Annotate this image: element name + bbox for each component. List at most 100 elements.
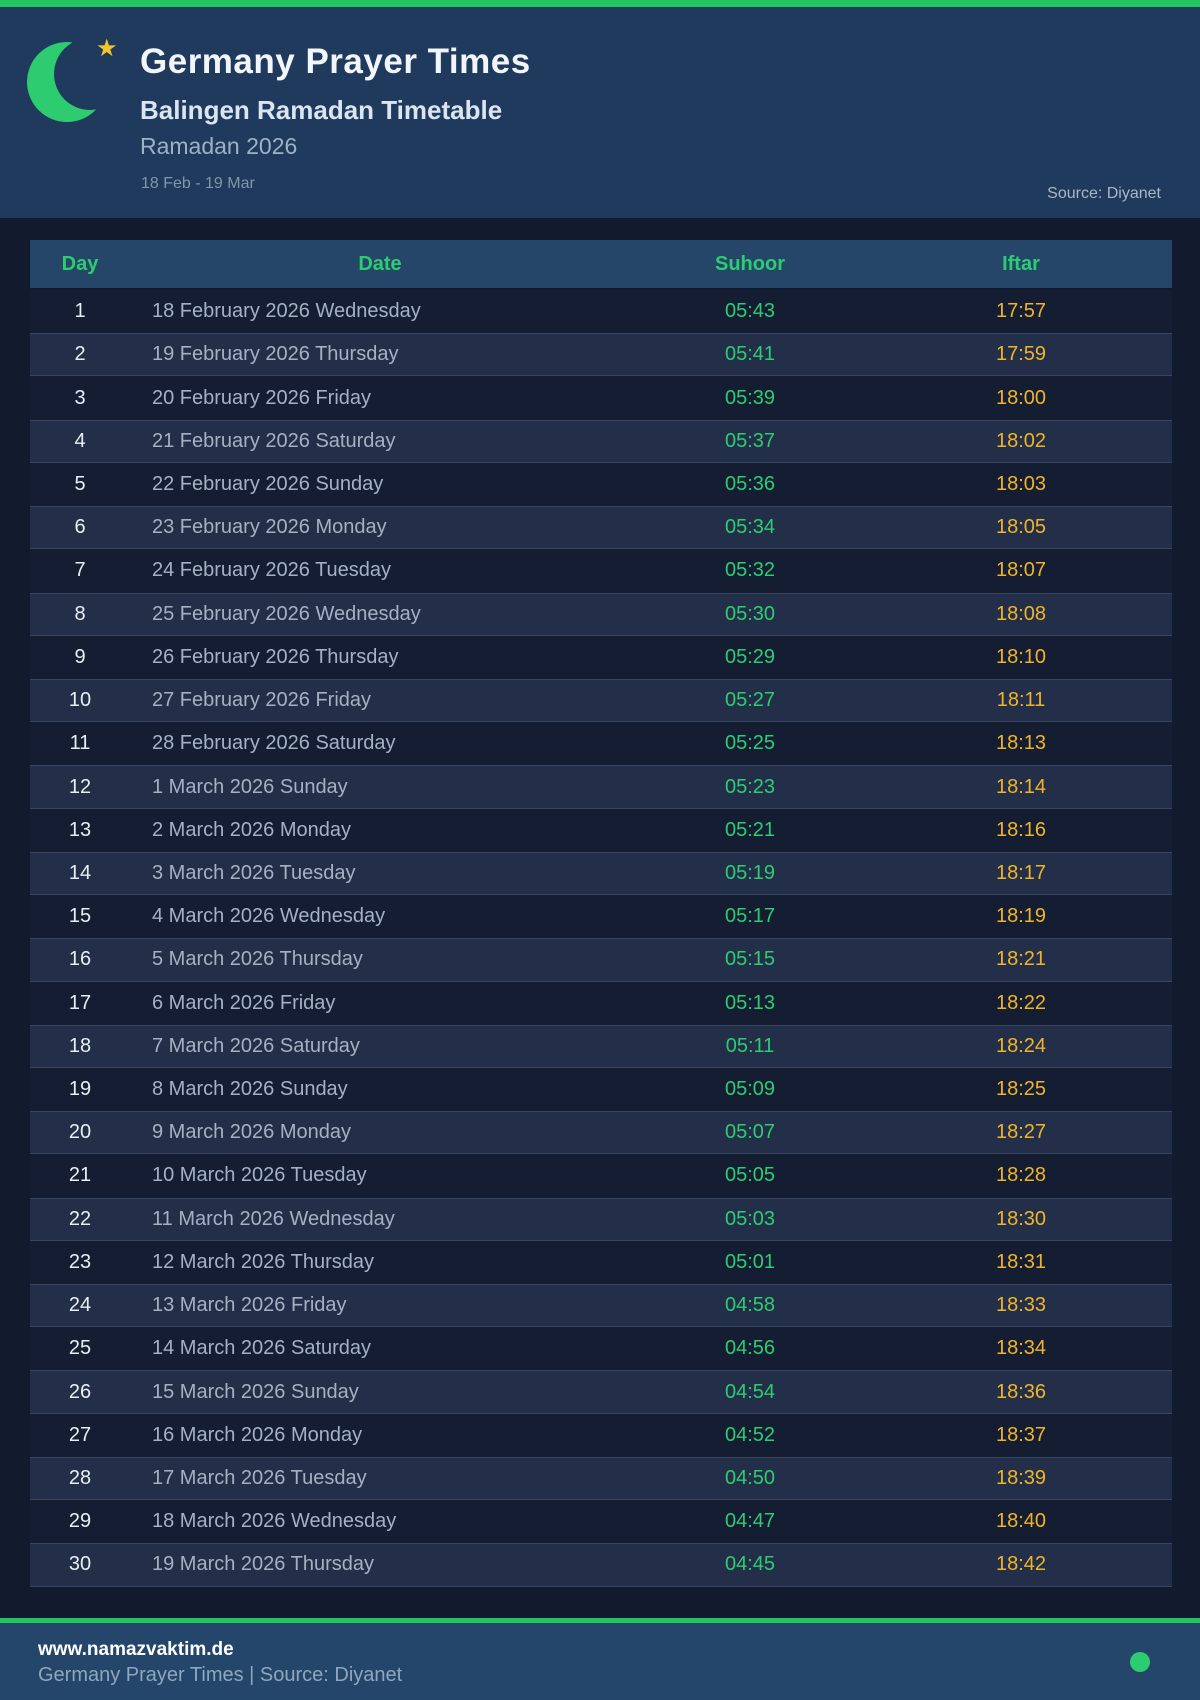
table-row: 28 17 March 2026 Tuesday 04:50 18:39 [30,1456,1172,1501]
cell-iftar: 18:08 [995,602,1047,625]
cell-suhoor: 05:01 [724,1250,776,1273]
footer-tagline: Germany Prayer Times | Source: Diyanet [38,1664,403,1686]
cell-iftar: 18:05 [995,516,1047,539]
cell-day: 4 [74,429,86,452]
cell-suhoor: 05:37 [724,429,776,452]
cell-iftar: 18:16 [995,818,1047,841]
cell-day: 6 [74,516,86,539]
cell-date: 23 February 2026 Monday [152,516,387,539]
cell-iftar: 18:11 [996,689,1046,712]
cell-suhoor: 05:36 [724,472,776,495]
cell-iftar: 18:14 [995,775,1047,798]
table-row: 7 24 February 2026 Tuesday 05:32 18:07 [30,549,1172,593]
table-row: 2 19 February 2026 Thursday 05:41 17:59 [30,333,1172,377]
cell-suhoor: 05:09 [724,1078,776,1101]
table-body: 1 18 February 2026 Wednesday 05:43 17:57… [30,290,1172,1587]
cell-day: 11 [69,732,91,755]
cell-day: 25 [68,1337,92,1360]
cell-date: 6 March 2026 Friday [152,991,336,1014]
cell-suhoor: 05:17 [724,905,776,928]
table-row: 10 27 February 2026 Friday 05:27 18:11 [30,678,1172,723]
cell-day: 9 [74,645,86,668]
header: ★ Germany Prayer Times Balingen Ramadan … [0,7,1200,218]
table-row: 21 10 March 2026 Tuesday 05:05 18:28 [30,1154,1172,1198]
cell-iftar: 18:39 [995,1467,1047,1490]
table-row: 16 5 March 2026 Thursday 05:15 18:21 [30,938,1172,982]
table-row: 25 14 March 2026 Saturday 04:56 18:34 [30,1327,1172,1371]
cell-suhoor: 04:52 [724,1423,776,1446]
table-row: 22 11 March 2026 Wednesday 05:03 18:30 [30,1197,1172,1241]
cell-date: 11 March 2026 Wednesday [152,1207,395,1230]
cell-suhoor: 05:34 [724,516,776,539]
cell-date: 8 March 2026 Sunday [152,1078,348,1101]
cell-suhoor: 04:54 [724,1380,776,1403]
table-row: 17 6 March 2026 Friday 05:13 18:22 [30,981,1172,1025]
cell-suhoor: 05:21 [724,818,776,841]
cell-day: 20 [68,1121,92,1144]
table-header-row: Day Date Suhoor Iftar [30,240,1172,288]
cell-suhoor: 05:19 [724,861,776,884]
footer-accent-bar [0,1618,1200,1623]
cell-date: 7 March 2026 Saturday [152,1034,360,1057]
cell-day: 19 [68,1078,92,1101]
table-row: 24 13 March 2026 Friday 04:58 18:33 [30,1284,1172,1328]
cell-iftar: 18:24 [995,1034,1047,1057]
table-row: 29 18 March 2026 Wednesday 04:47 18:40 [30,1500,1172,1544]
website-url: www.namazvaktim.de [38,1639,234,1660]
cell-date: 20 February 2026 Friday [152,386,372,409]
cell-suhoor: 05:07 [724,1121,776,1144]
cell-day: 18 [68,1034,92,1057]
table-row: 13 2 March 2026 Monday 05:21 18:16 [30,808,1172,852]
cell-date: 1 March 2026 Sunday [152,775,348,798]
star-icon: ★ [96,35,118,62]
table-row: 23 12 March 2026 Thursday 05:01 18:31 [30,1240,1172,1285]
table-row: 12 1 March 2026 Sunday 05:23 18:14 [30,765,1172,809]
page-subtitle: Balingen Ramadan Timetable [140,95,503,125]
cell-suhoor: 05:13 [724,991,776,1014]
cell-suhoor: 05:30 [724,602,776,625]
table-row: 11 28 February 2026 Saturday 05:25 18:13 [30,722,1172,766]
cell-day: 3 [74,386,86,409]
cell-iftar: 18:40 [995,1510,1047,1533]
cell-date: 5 March 2026 Thursday [152,948,363,971]
cell-date: 24 February 2026 Tuesday [152,559,392,582]
table-row: 4 21 February 2026 Saturday 05:37 18:02 [30,419,1172,463]
cell-suhoor: 05:43 [724,300,776,323]
table-row: 19 8 March 2026 Sunday 05:09 18:25 [30,1067,1172,1112]
cell-iftar: 17:59 [995,343,1047,366]
cell-date: 19 March 2026 Thursday [152,1553,374,1576]
cell-date: 28 February 2026 Saturday [152,732,396,755]
table-row: 18 7 March 2026 Saturday 05:11 18:24 [30,1024,1172,1068]
cell-day: 15 [68,905,92,928]
cell-suhoor: 05:32 [724,559,776,582]
source-label: Source: Diyanet [1047,185,1161,202]
cell-iftar: 18:00 [995,386,1047,409]
date-range-label: 18 Feb - 19 Mar [141,175,255,192]
cell-suhoor: 04:58 [724,1294,776,1317]
cell-date: 25 February 2026 Wednesday [152,602,421,625]
table-row: 14 3 March 2026 Tuesday 05:19 18:17 [30,851,1172,896]
cell-date: 14 March 2026 Saturday [152,1337,372,1360]
cell-day: 24 [68,1294,92,1317]
cell-suhoor: 05:05 [724,1164,776,1187]
cell-day: 7 [74,559,86,582]
table-row: 5 22 February 2026 Sunday 05:36 18:03 [30,462,1172,507]
cell-date: 15 March 2026 Sunday [152,1380,359,1403]
cell-suhoor: 05:11 [725,1034,775,1057]
cell-iftar: 18:30 [995,1207,1047,1230]
cell-suhoor: 05:41 [724,343,776,366]
cell-day: 27 [68,1423,92,1446]
cell-date: 3 March 2026 Tuesday [152,861,356,884]
cell-day: 29 [68,1510,92,1533]
cell-iftar: 18:10 [995,645,1047,668]
season-label: Ramadan 2026 [140,133,298,159]
column-header-iftar: Iftar [1002,252,1040,275]
cell-suhoor: 05:23 [724,775,776,798]
cell-iftar: 18:19 [995,905,1047,928]
crescent-moon-icon [27,38,126,122]
table-row: 26 15 March 2026 Sunday 04:54 18:36 [30,1370,1172,1414]
cell-date: 12 March 2026 Thursday [152,1250,374,1273]
cell-iftar: 18:27 [995,1121,1047,1144]
cell-day: 13 [68,818,92,841]
